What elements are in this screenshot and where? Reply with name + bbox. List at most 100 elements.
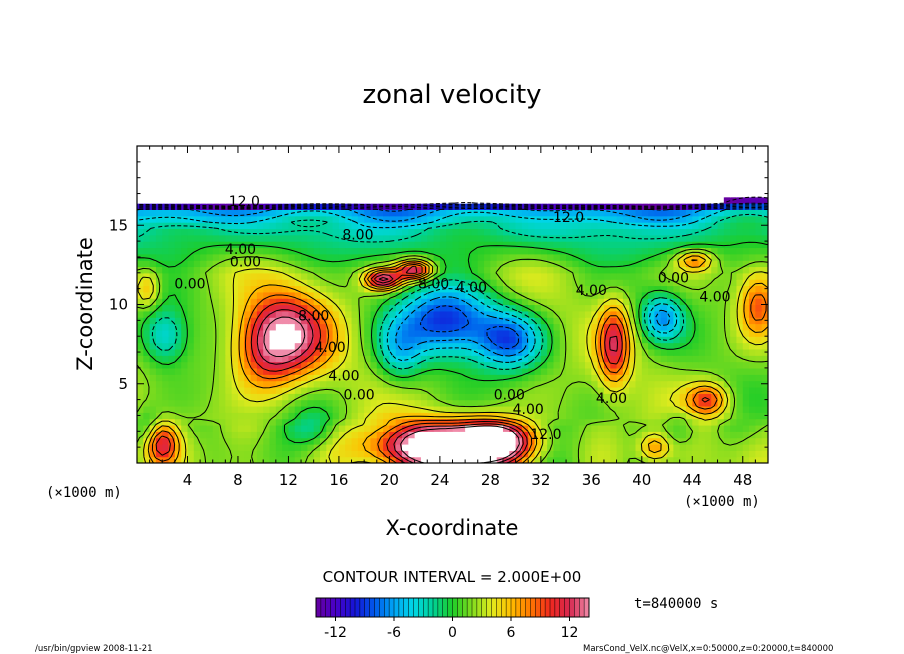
heatmap-cell xyxy=(282,336,290,344)
heatmap-cell xyxy=(673,272,681,280)
heatmap-cell xyxy=(446,253,454,261)
heatmap-cell xyxy=(755,348,763,356)
heatmap-cell xyxy=(200,374,208,382)
heatmap-cell xyxy=(667,342,674,350)
heatmap-cell xyxy=(755,393,763,401)
heatmap-cell xyxy=(603,355,611,363)
heatmap-cell xyxy=(181,374,189,382)
heatmap-cell xyxy=(572,241,580,249)
heatmap-cell xyxy=(313,272,321,280)
heatmap-cell xyxy=(301,184,308,191)
heatmap-cell xyxy=(427,228,435,236)
heatmap-cell xyxy=(357,285,365,293)
heatmap-cell xyxy=(698,405,706,413)
heatmap-cell xyxy=(521,329,529,337)
heatmap-cell xyxy=(357,399,365,407)
heatmap-cell xyxy=(534,443,542,451)
heatmap-cell xyxy=(654,171,662,179)
heatmap-cell xyxy=(648,336,656,344)
heatmap-cell xyxy=(408,304,416,312)
heatmap-cell xyxy=(357,348,365,356)
heatmap-cell xyxy=(155,431,163,439)
heatmap-cell xyxy=(364,158,372,166)
heatmap-cell xyxy=(200,215,208,223)
heatmap-cell xyxy=(294,158,302,166)
heatmap-cell xyxy=(433,190,441,198)
heatmap-cell xyxy=(345,241,353,249)
heatmap-cell xyxy=(730,317,738,325)
heatmap-cell xyxy=(231,386,239,394)
heatmap-cell xyxy=(149,437,157,445)
heatmap-cell xyxy=(313,424,321,432)
heatmap-cell xyxy=(383,418,390,426)
heatmap-cell xyxy=(723,171,731,179)
heatmap-cell xyxy=(357,437,365,445)
heatmap-cell xyxy=(458,272,466,280)
heatmap-cell xyxy=(591,405,599,413)
heatmap-cell xyxy=(698,266,706,274)
heatmap-cell xyxy=(174,323,182,331)
heatmap-cell xyxy=(641,190,649,198)
heatmap-cell xyxy=(282,386,290,394)
heatmap-cell xyxy=(648,291,656,299)
heatmap-cell xyxy=(458,298,466,306)
heatmap-cell xyxy=(370,437,378,445)
heatmap-cell xyxy=(452,437,460,445)
heatmap-cell xyxy=(711,165,719,172)
heatmap-cell xyxy=(168,393,176,401)
heatmap-cell xyxy=(629,450,637,458)
heatmap-cell xyxy=(174,431,182,439)
heatmap-cell xyxy=(408,260,416,268)
heatmap-cell xyxy=(244,456,252,463)
heatmap-cell xyxy=(679,291,687,299)
heatmap-cell xyxy=(313,152,321,160)
heatmap-cell xyxy=(502,310,510,318)
heatmap-cell xyxy=(256,152,264,160)
heatmap-cell xyxy=(288,405,296,413)
heatmap-cell xyxy=(496,361,504,369)
heatmap-cell xyxy=(439,412,447,420)
heatmap-cell xyxy=(319,380,327,388)
heatmap-cell xyxy=(572,310,580,318)
heatmap-cell xyxy=(319,355,327,363)
heatmap-cell xyxy=(490,361,498,369)
heatmap-cell xyxy=(364,222,372,230)
heatmap-cell xyxy=(534,209,542,217)
heatmap-cell xyxy=(244,260,252,268)
heatmap-cell xyxy=(559,158,567,166)
heatmap-cell xyxy=(427,437,435,445)
heatmap-cell xyxy=(225,158,233,166)
heatmap-cell xyxy=(673,171,681,179)
heatmap-cell xyxy=(484,190,491,198)
heatmap-cell xyxy=(301,171,308,179)
heatmap-cell xyxy=(761,323,768,331)
heatmap-cell xyxy=(408,412,416,420)
heatmap-cell xyxy=(383,443,390,451)
heatmap-cell xyxy=(282,260,290,268)
heatmap-cell xyxy=(723,266,731,274)
heatmap-cell xyxy=(137,393,144,401)
heatmap-cell xyxy=(597,253,605,261)
heatmap-cell xyxy=(244,291,252,299)
heatmap-cell xyxy=(174,266,182,274)
heatmap-cell xyxy=(711,380,719,388)
heatmap-cell xyxy=(338,241,346,249)
heatmap-cell xyxy=(578,450,586,458)
heatmap-cell xyxy=(490,241,498,249)
heatmap-cell xyxy=(585,367,592,375)
heatmap-cell xyxy=(502,399,510,407)
heatmap-cell xyxy=(395,177,403,185)
heatmap-cell xyxy=(162,152,170,160)
heatmap-cell xyxy=(730,361,738,369)
heatmap-cell xyxy=(616,234,624,242)
heatmap-cell xyxy=(547,323,555,331)
heatmap-cell xyxy=(654,367,662,375)
heatmap-cell xyxy=(692,317,700,325)
heatmap-cell xyxy=(761,418,768,426)
heatmap-cell xyxy=(521,158,529,166)
heatmap-cell xyxy=(698,399,706,407)
heatmap-cell xyxy=(667,247,674,255)
heatmap-cell xyxy=(269,234,277,242)
heatmap-cell xyxy=(162,184,170,191)
heatmap-cell xyxy=(143,412,151,420)
